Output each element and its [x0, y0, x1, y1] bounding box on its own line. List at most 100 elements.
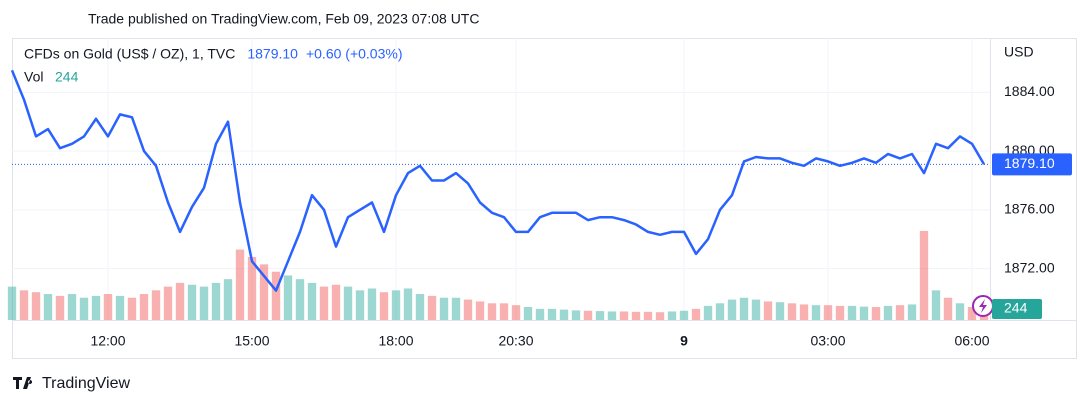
- volume-bar: [475, 301, 485, 320]
- volume-bar: [211, 282, 221, 320]
- volume-bar: [139, 294, 149, 320]
- volume-bar: [127, 297, 137, 320]
- volume-bar: [379, 292, 389, 320]
- volume-bar: [343, 286, 353, 320]
- volume-bar: [163, 286, 173, 320]
- y-tick-label: 1872.00: [1004, 259, 1055, 275]
- volume-bar: [727, 299, 737, 320]
- volume-bar: [115, 295, 125, 320]
- volume-bar: [247, 256, 257, 320]
- volume-bar: [547, 308, 557, 320]
- last-volume-box: [992, 299, 1042, 319]
- volume-bar: [7, 286, 17, 320]
- price-line: [10, 69, 986, 292]
- volume-bar: [739, 297, 749, 320]
- volume-bar: [223, 279, 233, 320]
- published-note: Trade published on TradingView.com, Feb …: [88, 11, 479, 27]
- volume-bar: [355, 290, 365, 320]
- volume-bar: [883, 305, 893, 320]
- volume-bar: [787, 303, 797, 320]
- volume-bar: [703, 305, 713, 320]
- volume-bar: [559, 309, 569, 320]
- alert-icon: [972, 295, 994, 317]
- volume-bar: [655, 312, 665, 320]
- volume-bar: [811, 305, 821, 320]
- volume-bar: [691, 308, 701, 320]
- symbol: CFDs on Gold (US$ / OZ), 1, TVC: [24, 46, 235, 62]
- volume-bar: [259, 264, 269, 320]
- volume-bar: [931, 290, 941, 320]
- volume-bar: [595, 311, 605, 320]
- volume-bar: [463, 299, 473, 320]
- volume-bar: [643, 311, 653, 320]
- volume-title: Vol: [24, 69, 43, 85]
- x-tick-label: 15:00: [234, 333, 269, 349]
- volume-bar: [103, 294, 113, 320]
- x-tick-label: 20:30: [498, 333, 533, 349]
- volume-bar: [415, 294, 425, 320]
- volume-bar: [943, 297, 953, 320]
- volume-bar: [751, 299, 761, 320]
- axis-unit: USD: [1004, 44, 1034, 60]
- header-volume: 244: [55, 69, 79, 85]
- header-change: +0.60 (+0.03%): [306, 46, 403, 62]
- volume-bar: [523, 307, 533, 320]
- volume-bar: [871, 307, 881, 320]
- y-tick-label: 1876.00: [1004, 201, 1055, 217]
- volume-bar: [583, 310, 593, 320]
- volume-bar: [271, 271, 281, 320]
- volume-bar: [859, 306, 869, 320]
- volume-bar: [283, 275, 293, 320]
- x-tick-label: 18:00: [378, 333, 413, 349]
- volume-bar: [295, 279, 305, 320]
- x-tick-label: 03:00: [810, 333, 845, 349]
- volume-bar: [499, 303, 509, 320]
- y-tick-label: 1884.00: [1004, 83, 1055, 99]
- volume-bar: [835, 305, 845, 320]
- volume-bar: [391, 290, 401, 320]
- volume-bar: [175, 282, 185, 320]
- volume-bar: [55, 295, 65, 320]
- volume-bar: [511, 305, 521, 320]
- volume-bar: [667, 311, 677, 320]
- volume-bar: [451, 297, 461, 320]
- volume-bar: [91, 295, 101, 320]
- volume-bar: [799, 304, 809, 320]
- volume-bar: [439, 297, 449, 320]
- volume-bar: [19, 290, 29, 320]
- volume-bar: [43, 294, 53, 320]
- volume-bar: [823, 305, 833, 320]
- volume-bar: [619, 311, 629, 320]
- last-price-box: [992, 153, 1072, 176]
- volume-bar: [895, 305, 905, 320]
- volume-bar: [319, 286, 329, 320]
- volume-bar: [427, 295, 437, 320]
- volume-bar: [199, 286, 209, 320]
- brand-logo: TradingView: [13, 375, 130, 392]
- volume-bar: [907, 304, 917, 320]
- volume-bar: [631, 311, 641, 320]
- x-tick-label: 06:00: [954, 333, 989, 349]
- volume-bar: [571, 310, 581, 320]
- volume-bar: [367, 288, 377, 320]
- volume-bar: [535, 308, 545, 320]
- volume-bar: [487, 303, 497, 320]
- volume-bar: [151, 290, 161, 320]
- volume-bar: [31, 292, 41, 320]
- x-tick-label: 9: [680, 333, 688, 349]
- header-price: 1879.10: [247, 46, 298, 62]
- volume-bar: [403, 288, 413, 320]
- volume-bar: [67, 294, 77, 320]
- volume-bar: [967, 307, 977, 320]
- volume-bar: [679, 310, 689, 320]
- volume-bar: [775, 302, 785, 320]
- volume-bar: [847, 305, 857, 320]
- volume-bar: [955, 303, 965, 320]
- brand: TradingView: [42, 375, 130, 392]
- chart-frame: [12, 38, 1077, 359]
- volume-bar: [763, 301, 773, 320]
- volume-bar: [235, 249, 245, 320]
- last-volume-label: 244: [1004, 300, 1028, 316]
- volume-bar: [607, 311, 617, 320]
